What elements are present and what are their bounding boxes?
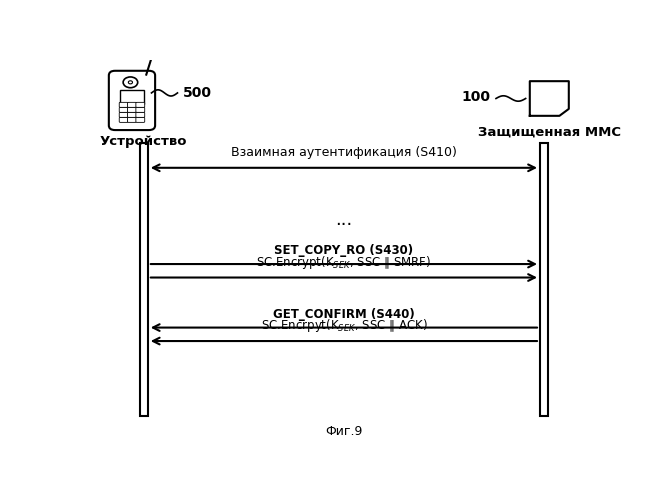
Text: GET_CONFIRM (S440): GET_CONFIRM (S440) bbox=[273, 308, 415, 320]
Bar bbox=[120, 90, 144, 104]
Bar bbox=[540, 143, 548, 416]
Circle shape bbox=[128, 81, 132, 84]
FancyBboxPatch shape bbox=[119, 102, 128, 108]
FancyBboxPatch shape bbox=[127, 102, 136, 108]
Circle shape bbox=[123, 77, 138, 88]
FancyBboxPatch shape bbox=[127, 112, 136, 117]
FancyBboxPatch shape bbox=[136, 102, 145, 108]
FancyBboxPatch shape bbox=[136, 108, 145, 112]
FancyBboxPatch shape bbox=[119, 108, 128, 112]
FancyBboxPatch shape bbox=[136, 112, 145, 117]
Bar bbox=[140, 143, 148, 416]
FancyBboxPatch shape bbox=[119, 118, 128, 122]
FancyBboxPatch shape bbox=[136, 118, 145, 122]
Text: 500: 500 bbox=[183, 86, 211, 100]
Text: Взаимная аутентификация (S410): Взаимная аутентификация (S410) bbox=[231, 146, 457, 160]
FancyBboxPatch shape bbox=[109, 71, 155, 130]
Text: SC.Encrpyt(K$_{SEK}$, SSC ∥ ACK): SC.Encrpyt(K$_{SEK}$, SSC ∥ ACK) bbox=[260, 317, 427, 334]
Text: SC.Encrypt(K$_{SEK}$, SSC ∥ SMRF): SC.Encrypt(K$_{SEK}$, SSC ∥ SMRF) bbox=[256, 254, 431, 270]
Text: Защищенная ММС: Защищенная ММС bbox=[478, 126, 621, 138]
Polygon shape bbox=[530, 81, 569, 116]
Text: Фиг.9: Фиг.9 bbox=[325, 425, 362, 438]
FancyBboxPatch shape bbox=[127, 108, 136, 112]
FancyBboxPatch shape bbox=[119, 112, 128, 117]
FancyBboxPatch shape bbox=[127, 118, 136, 122]
Text: 100: 100 bbox=[462, 90, 491, 104]
Text: ...: ... bbox=[336, 211, 352, 229]
Text: SET_COPY_RO (S430): SET_COPY_RO (S430) bbox=[274, 244, 413, 257]
Text: Устройство: Устройство bbox=[100, 135, 187, 148]
